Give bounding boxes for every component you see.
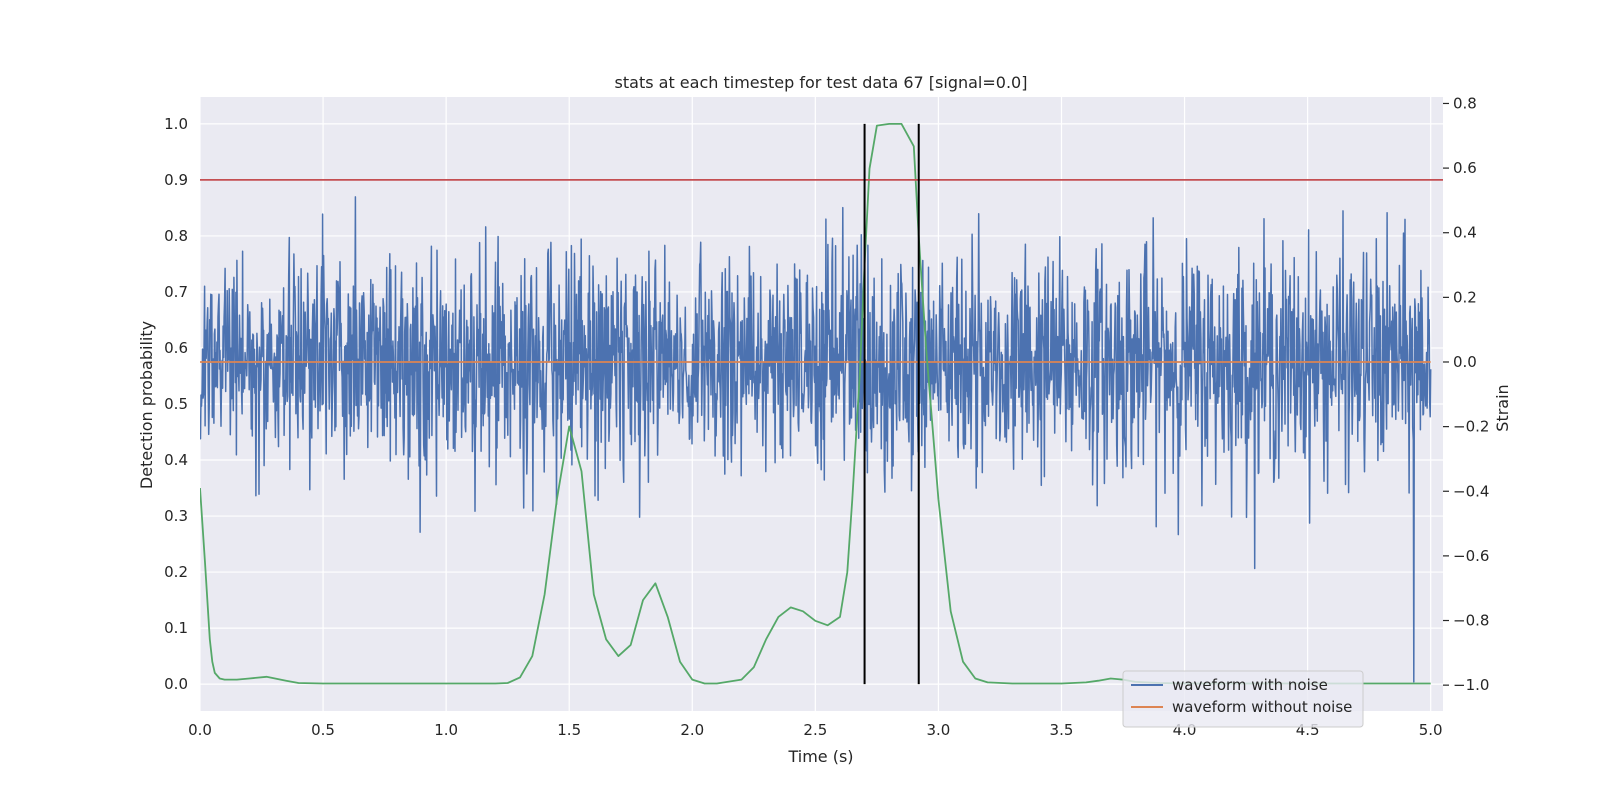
y-right-tick-label: −0.6 bbox=[1453, 547, 1489, 565]
legend: waveform with noise waveform without noi… bbox=[1122, 670, 1364, 728]
series-detection-probability bbox=[200, 123, 1431, 685]
y-right-tick-label: 0.8 bbox=[1453, 94, 1477, 112]
y-right-tick-label: 0.0 bbox=[1453, 353, 1477, 371]
y-axis-right-title: Strain bbox=[1493, 384, 1512, 431]
x-axis-title: Time (s) bbox=[787, 747, 853, 766]
y-right-tick-label: 0.6 bbox=[1453, 159, 1477, 177]
x-tick-label: 2.5 bbox=[803, 721, 827, 739]
x-tick-label: 3.0 bbox=[926, 721, 950, 739]
x-tick-label: 5.0 bbox=[1419, 721, 1443, 739]
x-tick-label: 0.5 bbox=[311, 721, 335, 739]
x-tick-label: 1.0 bbox=[434, 721, 458, 739]
y-tick-label: 0.0 bbox=[164, 675, 188, 693]
chart-title: stats at each timestep for test data 67 … bbox=[615, 73, 1028, 92]
y-tick-label: 0.7 bbox=[164, 283, 188, 301]
y-tick-label: 0.1 bbox=[164, 619, 188, 637]
legend-label-clean: waveform without noise bbox=[1172, 698, 1352, 716]
y-right-tick-label: −0.2 bbox=[1453, 418, 1489, 436]
data-layer bbox=[200, 123, 1443, 685]
y-right-tick-label: 0.2 bbox=[1453, 288, 1477, 306]
x-tick-label: 0.0 bbox=[188, 721, 212, 739]
y-tick-label: 0.2 bbox=[164, 563, 188, 581]
y-axis-title: Detection probability bbox=[137, 321, 156, 489]
x-tick-label: 1.5 bbox=[557, 721, 581, 739]
y-right-tick-label: 0.4 bbox=[1453, 224, 1477, 242]
y-tick-label: 0.9 bbox=[164, 171, 188, 189]
y-tick-label: 0.3 bbox=[164, 507, 188, 525]
x-tick-label: 2.0 bbox=[680, 721, 704, 739]
y-right-tick-label: −1.0 bbox=[1453, 676, 1489, 694]
y-right-tick-label: −0.4 bbox=[1453, 482, 1489, 500]
legend-box bbox=[1122, 670, 1364, 728]
legend-label-noise: waveform with noise bbox=[1172, 676, 1328, 694]
y-tick-label: 0.6 bbox=[164, 339, 188, 357]
y-right-tick-label: −0.8 bbox=[1453, 612, 1489, 630]
y-tick-label: 0.8 bbox=[164, 227, 188, 245]
y-tick-label: 1.0 bbox=[164, 115, 188, 133]
y-tick-label: 0.4 bbox=[164, 451, 188, 469]
x-tick-label: 3.5 bbox=[1050, 721, 1074, 739]
y-tick-label: 0.5 bbox=[164, 395, 188, 413]
